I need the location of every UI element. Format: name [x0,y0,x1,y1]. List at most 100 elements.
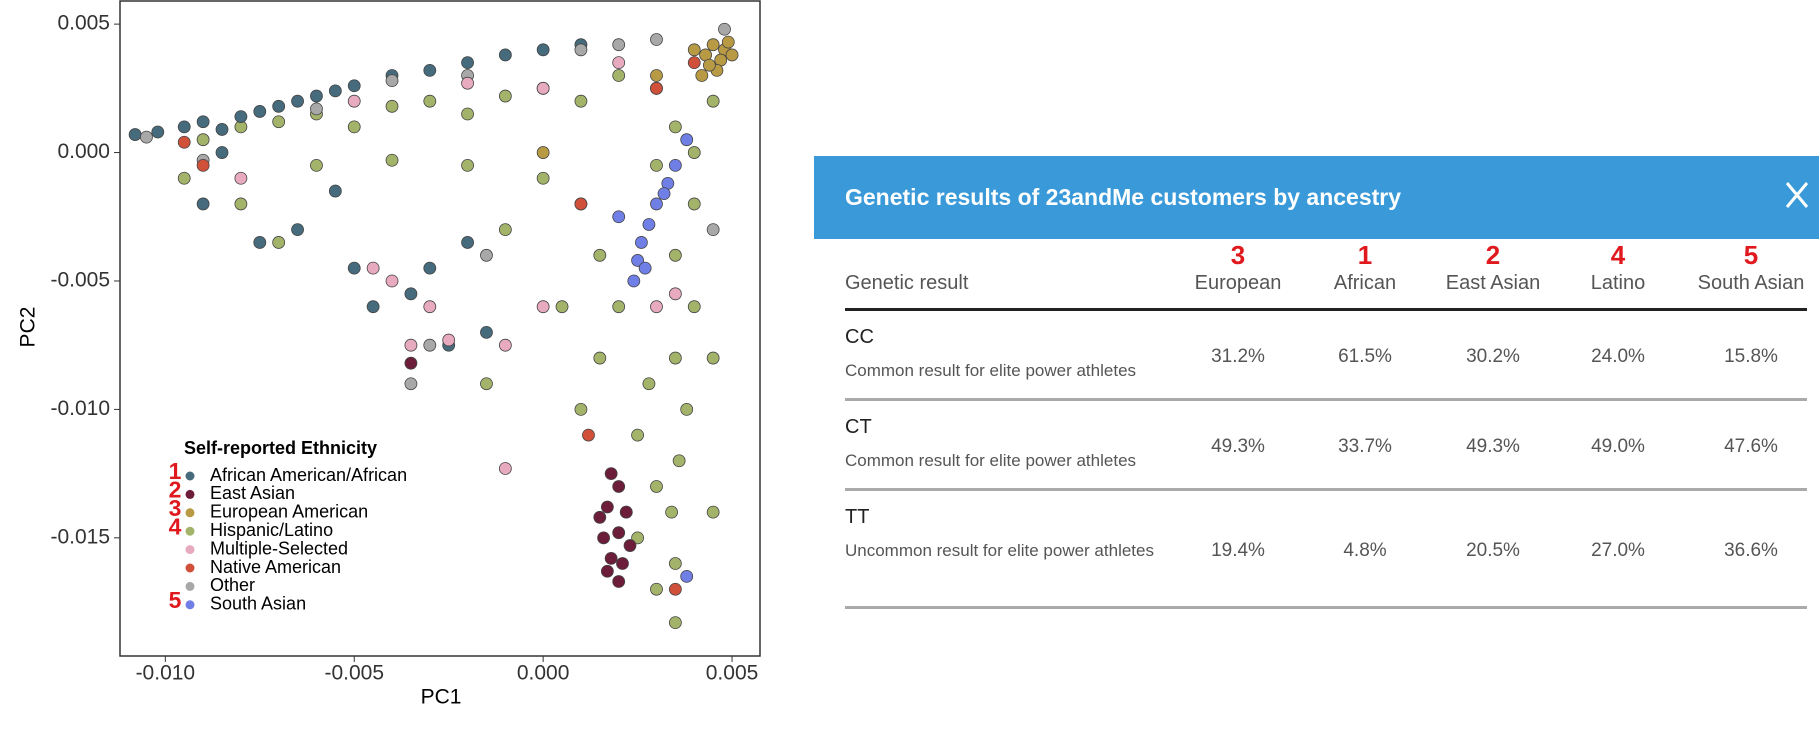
y-tick-label: -0.010 [50,397,110,420]
data-point [619,505,633,519]
column-label: South Asian [1697,272,1805,294]
data-point [498,89,512,103]
data-point [574,197,588,211]
data-point [291,223,304,237]
data-point [328,84,342,98]
data-point [706,223,720,237]
column-label: African [1333,272,1397,294]
data-point [600,500,614,514]
row-rule [845,488,1807,491]
data-point [680,569,694,583]
data-point [631,428,644,442]
data-point [574,43,588,57]
data-point [687,146,701,159]
legend-swatch [185,563,195,573]
data-point [366,261,380,275]
data-point [638,261,652,275]
data-point [642,377,656,391]
data-point [177,135,191,149]
data-point [272,236,286,249]
data-point [310,102,323,116]
data-point [196,115,210,129]
plot-frame [119,0,761,657]
legend-swatch [185,581,195,591]
data-point [593,351,607,365]
legend-label: African American/African [210,465,407,485]
data-point [650,197,663,211]
annotation: 4 [169,513,182,539]
data-point [461,56,474,70]
data-point [366,300,380,314]
data-point [650,582,663,596]
annotation: 3 [1230,240,1246,270]
legend-label: Native American [210,557,341,577]
annotation: 1 [1357,240,1373,270]
legend-swatch [185,526,195,536]
data-point [650,69,663,82]
data-point [582,428,595,442]
annotation: 2 [1485,240,1501,270]
data-point [177,120,191,134]
panel-header [814,156,1819,239]
data-point [604,467,618,481]
results-panel: Genetic results of 23andMe customers by … [814,156,1819,716]
legend-label: South Asian [210,594,306,614]
data-point [253,105,267,118]
data-point [721,35,735,49]
column-label: Latino [1590,272,1646,294]
data-point [404,338,418,352]
data-point [498,462,512,475]
result-code: TT [845,506,870,528]
header-label: Genetic result [845,272,969,294]
data-point [423,94,437,108]
data-point [480,377,493,391]
data-point [347,261,361,275]
data-point [385,274,399,288]
result-note: Common result for elite power athletes [845,451,1137,470]
data-point [616,557,629,570]
data-point [593,248,607,262]
data-point [215,123,229,136]
data-point [687,197,701,211]
y-tick-label: 0.000 [57,140,110,163]
data-point [612,38,626,52]
data-point [702,58,716,72]
column-label: East Asian [1445,272,1541,294]
data-point [631,254,644,267]
data-point [498,338,512,352]
x-tick-label: -0.010 [136,662,196,685]
data-point [706,94,720,108]
data-point [215,146,229,159]
data-point [650,480,663,493]
data-point [461,158,474,172]
data-point [668,557,682,570]
data-point [612,526,626,540]
legend-swatch [185,545,195,555]
legend-swatch [185,600,195,610]
data-point [593,510,607,524]
annotation: 3 [169,495,182,521]
data-point [347,120,361,134]
data-point [234,110,248,123]
x-tick-label: -0.005 [324,662,384,685]
close-button[interactable] [1784,180,1810,210]
data-point [612,56,626,70]
scatter-chart: PC1 PC2 Self-reported Ethnicity 0.005 0.0… [17,0,761,709]
table-value: 49.0% [1591,436,1645,457]
table-value: 33.7% [1338,436,1392,457]
table-value: 61.5% [1338,346,1392,367]
row-rule [845,606,1807,609]
data-point [574,94,588,108]
table-value: 47.6% [1724,436,1778,457]
data-point [612,69,626,82]
table-value: 4.8% [1343,540,1387,561]
data-point [680,403,694,416]
data-point [404,377,418,391]
data-point [634,236,648,249]
data-point [196,158,210,172]
data-point [310,158,323,172]
legend-swatch [185,471,195,481]
data-point [650,300,663,314]
table-value: 30.2% [1466,346,1520,367]
data-point [347,94,361,108]
